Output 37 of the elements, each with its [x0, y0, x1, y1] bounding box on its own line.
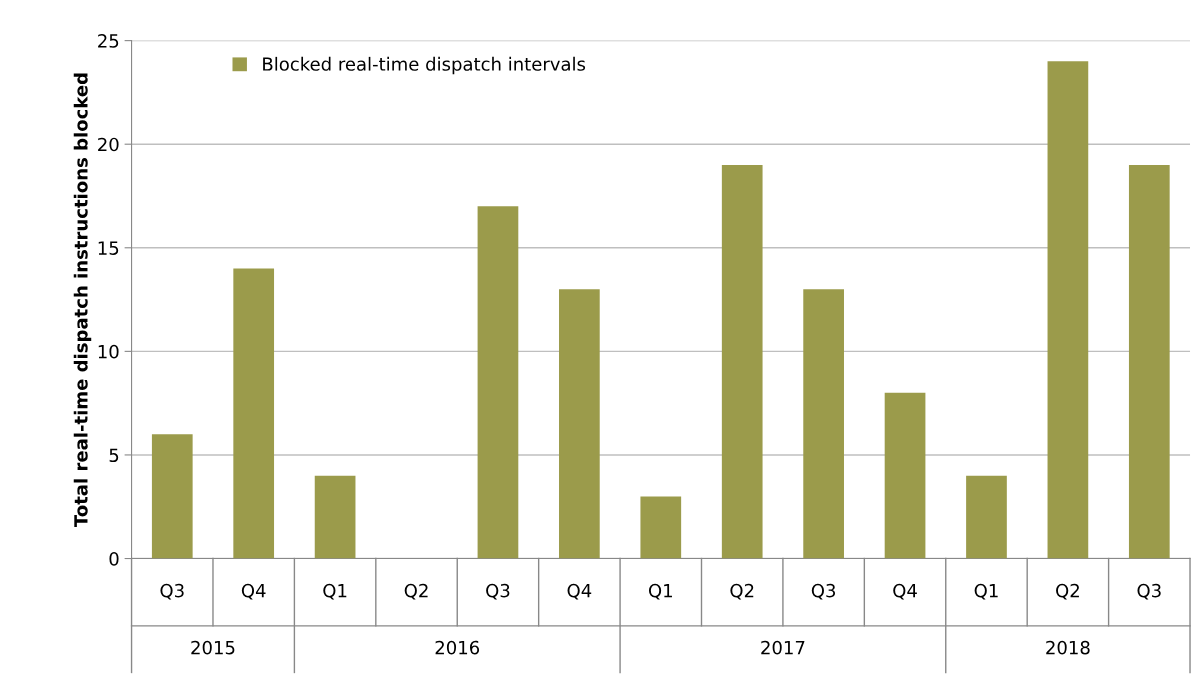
x-tick-label: Q2	[730, 583, 754, 600]
bar	[1128, 164, 1170, 559]
bar	[803, 289, 844, 559]
bar	[884, 392, 926, 559]
x-tick-label: Q4	[241, 583, 266, 600]
y-tick-label: 20	[98, 137, 119, 152]
x-tick-label: Q3	[486, 583, 510, 600]
bar	[233, 268, 275, 559]
x-tick-label: Q1	[974, 583, 998, 600]
y-axis-title: Total real-time dispatch instructions blocked	[73, 73, 92, 528]
x-tick-label: Q1	[648, 583, 672, 600]
x-tick-label: Q2	[404, 583, 428, 600]
text: 2015	[191, 640, 235, 655]
bar	[151, 434, 193, 559]
bar	[559, 289, 600, 559]
bar	[966, 475, 1007, 559]
x-tick-label: Q1	[323, 583, 347, 600]
x-tick-label: Q3	[811, 583, 836, 600]
y-tick-label: 15	[98, 241, 119, 255]
y-tick-label: 0	[109, 551, 119, 566]
x-tick-label: Q4	[893, 583, 917, 600]
x-tick-label: Q4	[567, 583, 592, 600]
y-tick-label: 10	[98, 344, 119, 359]
bar	[640, 496, 682, 559]
legend-label: Blocked real-time dispatch intervals	[263, 56, 586, 75]
text: 2016	[435, 640, 480, 655]
bar	[477, 206, 519, 559]
bar	[1047, 61, 1089, 559]
text: 2018	[1046, 640, 1090, 655]
x-tick-label: Q2	[1056, 583, 1079, 600]
text: 2017	[761, 640, 805, 655]
x-tick-label: Q3	[1137, 583, 1161, 600]
x-tick-label: Q3	[160, 583, 184, 600]
bar	[314, 475, 356, 559]
y-tick-label: 5	[109, 448, 119, 463]
y-tick-label: 25	[98, 34, 119, 48]
bar	[721, 164, 763, 559]
